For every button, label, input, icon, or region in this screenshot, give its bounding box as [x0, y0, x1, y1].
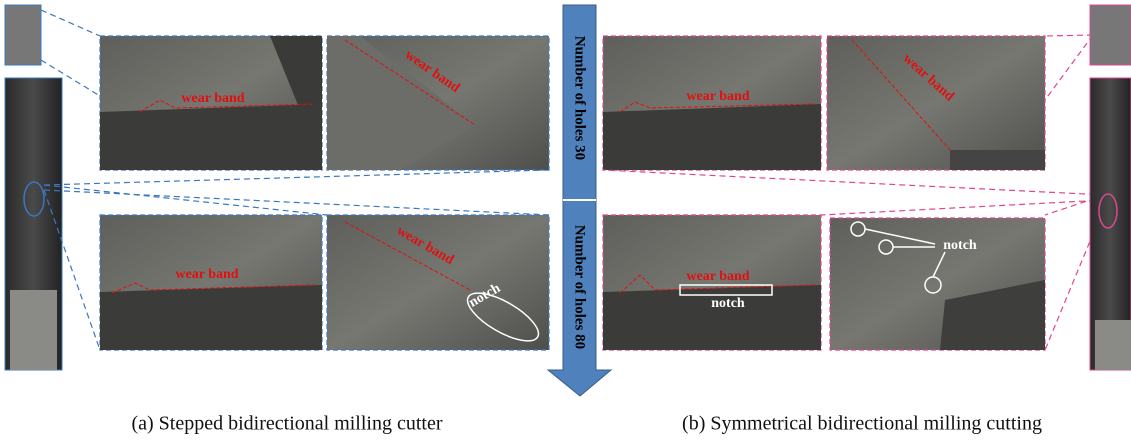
- panel-label: wear band: [686, 89, 749, 104]
- left-panels: wear band wear band wear band wear band …: [100, 36, 549, 350]
- arrow-label: Number of holes 30: [572, 36, 588, 160]
- panel-label: wear band: [181, 91, 244, 106]
- left-tool: [5, 5, 62, 370]
- panel-label: wear band: [686, 269, 749, 284]
- caption: (b) Symmetrical bidirectional milling cu…: [682, 413, 1042, 435]
- panel-label: notch: [711, 296, 745, 311]
- panel-label: wear band: [175, 267, 238, 282]
- arrow-label: Number of holes 80: [572, 225, 588, 349]
- caption: (a) Stepped bidirectional milling cutter: [131, 413, 442, 435]
- arrow: Number of holes 30 Number of holes 80: [548, 5, 611, 396]
- panel-label: notch: [943, 238, 977, 253]
- right-panels: wear band wear band wear band notch notc…: [603, 36, 1045, 350]
- right-tool: [1090, 5, 1131, 370]
- figure: wear band wear band wear band wear band …: [0, 0, 1131, 444]
